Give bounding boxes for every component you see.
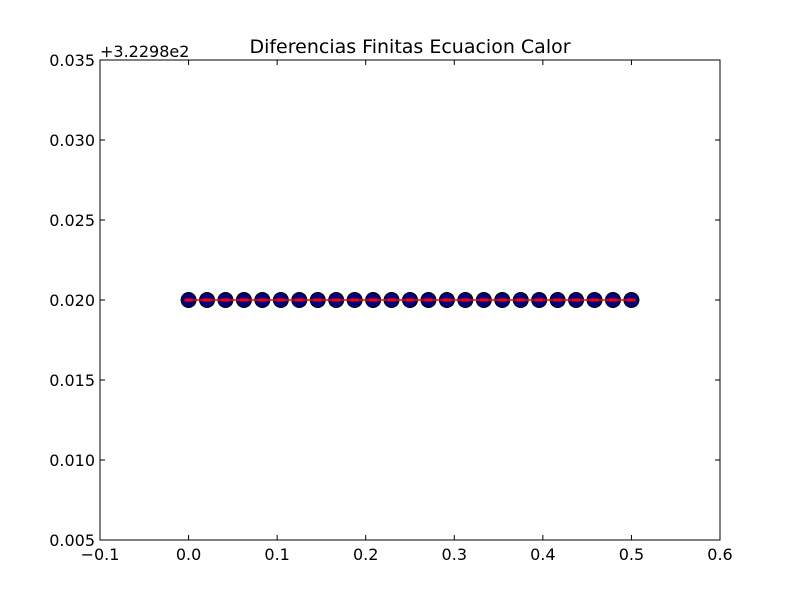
y-tick-label: 0.015	[49, 371, 95, 390]
series-layer	[180, 292, 640, 308]
y-tick-label: 0.010	[49, 451, 95, 470]
x-tick-label: 0.6	[707, 545, 732, 564]
y-tick-label: 0.025	[49, 211, 95, 230]
y-tick-label: 0.005	[49, 531, 95, 550]
x-tick-label: 0.2	[353, 545, 378, 564]
chart-title: Diferencias Finitas Ecuacion Calor	[249, 36, 570, 58]
x-tick-label: 0.5	[619, 545, 644, 564]
x-tick-label: 0.3	[442, 545, 467, 564]
y-tick-label: 0.035	[49, 51, 95, 70]
x-tick-label: 0.4	[530, 545, 555, 564]
x-tick-label: 0.1	[264, 545, 289, 564]
x-tick-label: 0.0	[176, 545, 201, 564]
axis-ticks: −0.1 0.0 0.1 0.2 0.3 0.4 0.5 0.6 0.005 0.010 0.015…	[49, 51, 733, 564]
x-tick-label: −0.1	[81, 545, 120, 564]
y-tick-label: 0.020	[49, 291, 95, 310]
y-offset-label: +3.2298e2	[100, 42, 189, 61]
y-tick-label: 0.030	[49, 131, 95, 150]
